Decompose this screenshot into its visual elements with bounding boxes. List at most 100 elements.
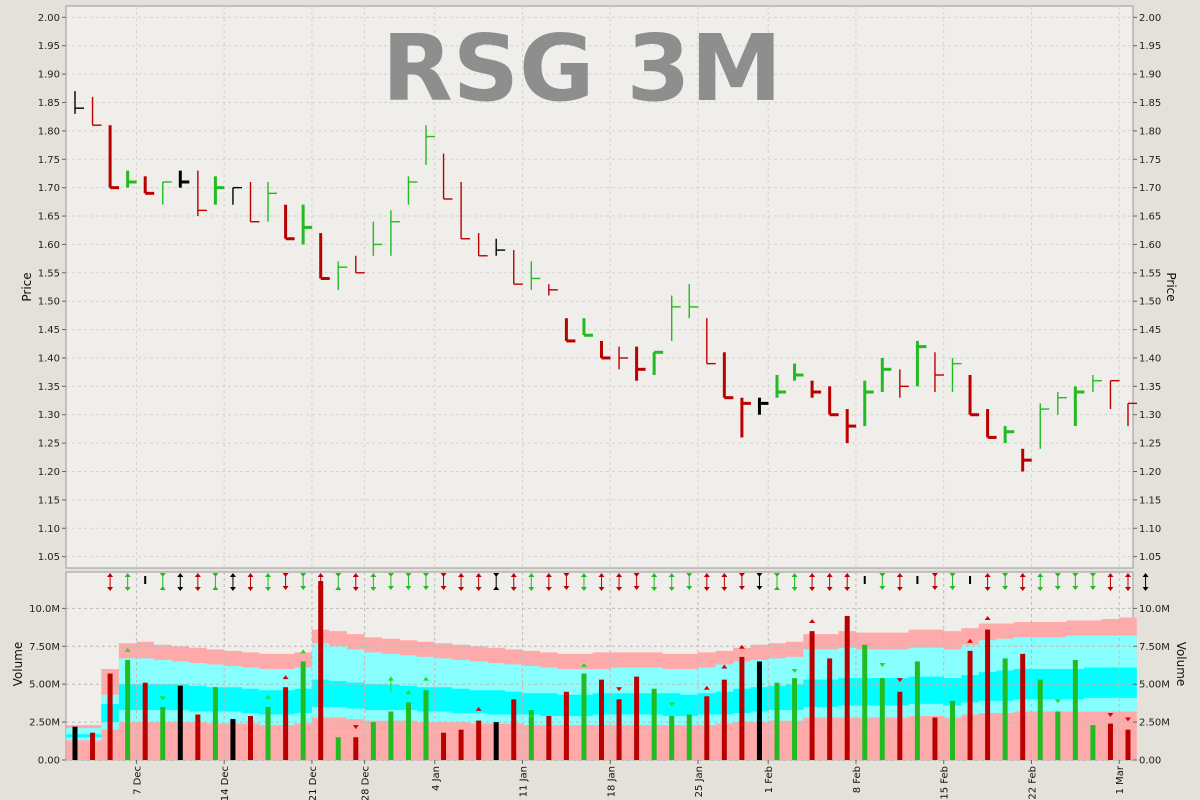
volume-bar [353,737,359,760]
ohlc-bar [986,409,997,439]
direction-marker [510,573,517,591]
marker-down-arrow [633,586,640,590]
ohlc-bar [460,181,471,240]
ohlc-bar [407,176,418,205]
direction-marker [124,573,131,591]
price-tick-label: 1.90 [38,70,60,81]
volume-bar [1002,658,1008,760]
price-tick-label: 1.05 [1139,552,1161,563]
ohlc-bar [213,176,225,205]
marker-down-arrow [440,573,447,577]
price-tick-label: 1.65 [1139,212,1161,223]
price-axis-label-left: Price [20,272,34,301]
ohlc-bar [1109,379,1120,410]
marker-down-arrow [300,586,307,590]
marker-down-arrow [335,573,342,577]
marker-down-arrow [931,573,938,577]
ohlc-bar [162,181,172,205]
volume-bar [704,696,710,760]
marker-down-arrow [493,573,500,577]
chart-title: RSG 3M [382,15,782,122]
volume-tick-label: 5.00M [29,680,60,691]
marker-up-arrow [229,573,236,577]
marker-up-arrow [791,573,798,577]
volume-signal [563,691,570,696]
volume-bar [423,690,429,760]
marker-down-arrow [229,587,236,591]
price-tick-label: 1.80 [38,126,60,137]
marker-up-arrow [580,662,587,667]
direction-marker [1002,573,1009,590]
volume-signal [1125,717,1131,722]
price-tick-label: 1.15 [1139,495,1161,506]
ohlc-bar [671,295,681,341]
marker-up-arrow [458,573,465,577]
direction-marker [423,573,429,590]
marker-up-arrow [1019,573,1026,577]
price-tick-label: 1.70 [1139,183,1161,194]
volume-panel: 10.0M 10.0M 7.50M 7.50M 5.00M 5.00M 2.50M 2.50M… [11,571,1188,800]
volume-bar [388,711,394,760]
marker-down-arrow [633,573,640,577]
price-tick-label: 1.95 [1139,41,1161,52]
direction-marker [931,573,938,590]
direction-marker [107,573,114,591]
marker-down-arrow [563,573,570,577]
volume-bar [405,702,411,760]
price-tick-label: 1.65 [38,212,60,223]
direction-marker [791,573,798,591]
ohlc-bar [390,210,400,256]
marker-up-arrow [809,619,816,623]
price-tick-label: 1.80 [1139,126,1161,137]
price-tick-label: 1.75 [38,155,60,166]
ohlc-bar [652,350,664,375]
marker-down-arrow [756,586,763,590]
price-tick-label: 1.40 [38,353,60,364]
marker-down-arrow [738,573,745,577]
direction-marker [826,573,833,591]
marker-down-arrow [686,573,693,577]
direction-marker [580,573,587,591]
direction-marker [686,573,693,590]
marker-down-arrow [1125,587,1131,591]
date-tick-label: 22 Feb [1027,766,1038,800]
marker-down-arrow [616,587,623,591]
marker-down-arrow [124,587,131,591]
volume-grid [66,572,1133,761]
volume-bar [739,656,745,760]
volume-tick-label: 0.00 [1139,756,1161,767]
volume-bar [72,726,78,760]
marker-up-arrow [317,573,324,577]
marker-up-arrow [423,676,429,681]
direction-marker [651,573,658,591]
volume-bars [72,581,1131,760]
ohlc-bar [968,374,980,417]
volume-bar [125,659,131,760]
marker-down-arrow [528,587,535,591]
date-tick-label: 4 Jan [431,766,442,791]
volume-signal [967,638,974,643]
marker-up-arrow [668,573,675,577]
volume-bar [967,650,973,760]
price-tick-label: 1.10 [38,524,60,535]
direction-marker [247,573,254,591]
marker-down-arrow [475,587,482,591]
marker-up-arrow [107,573,114,577]
direction-marker [896,573,903,591]
marker-up-arrow [493,586,500,590]
marker-up-arrow [475,573,482,577]
ohlc-bar [1021,448,1032,472]
marker-up-arrow [247,573,254,577]
direction-marker [440,573,447,590]
ohlc-bar [757,397,769,415]
marker-up-arrow [721,664,728,669]
volume-bar [160,706,166,760]
marker-down-arrow [423,573,429,577]
price-tick-label: 1.50 [1139,297,1161,308]
marker-down-arrow [1002,573,1009,577]
volume-bar [230,719,236,760]
marker-down-arrow [370,587,377,591]
price-tick-label: 1.20 [38,467,60,478]
direction-marker [1107,573,1114,591]
marker-down-arrow [791,587,798,591]
